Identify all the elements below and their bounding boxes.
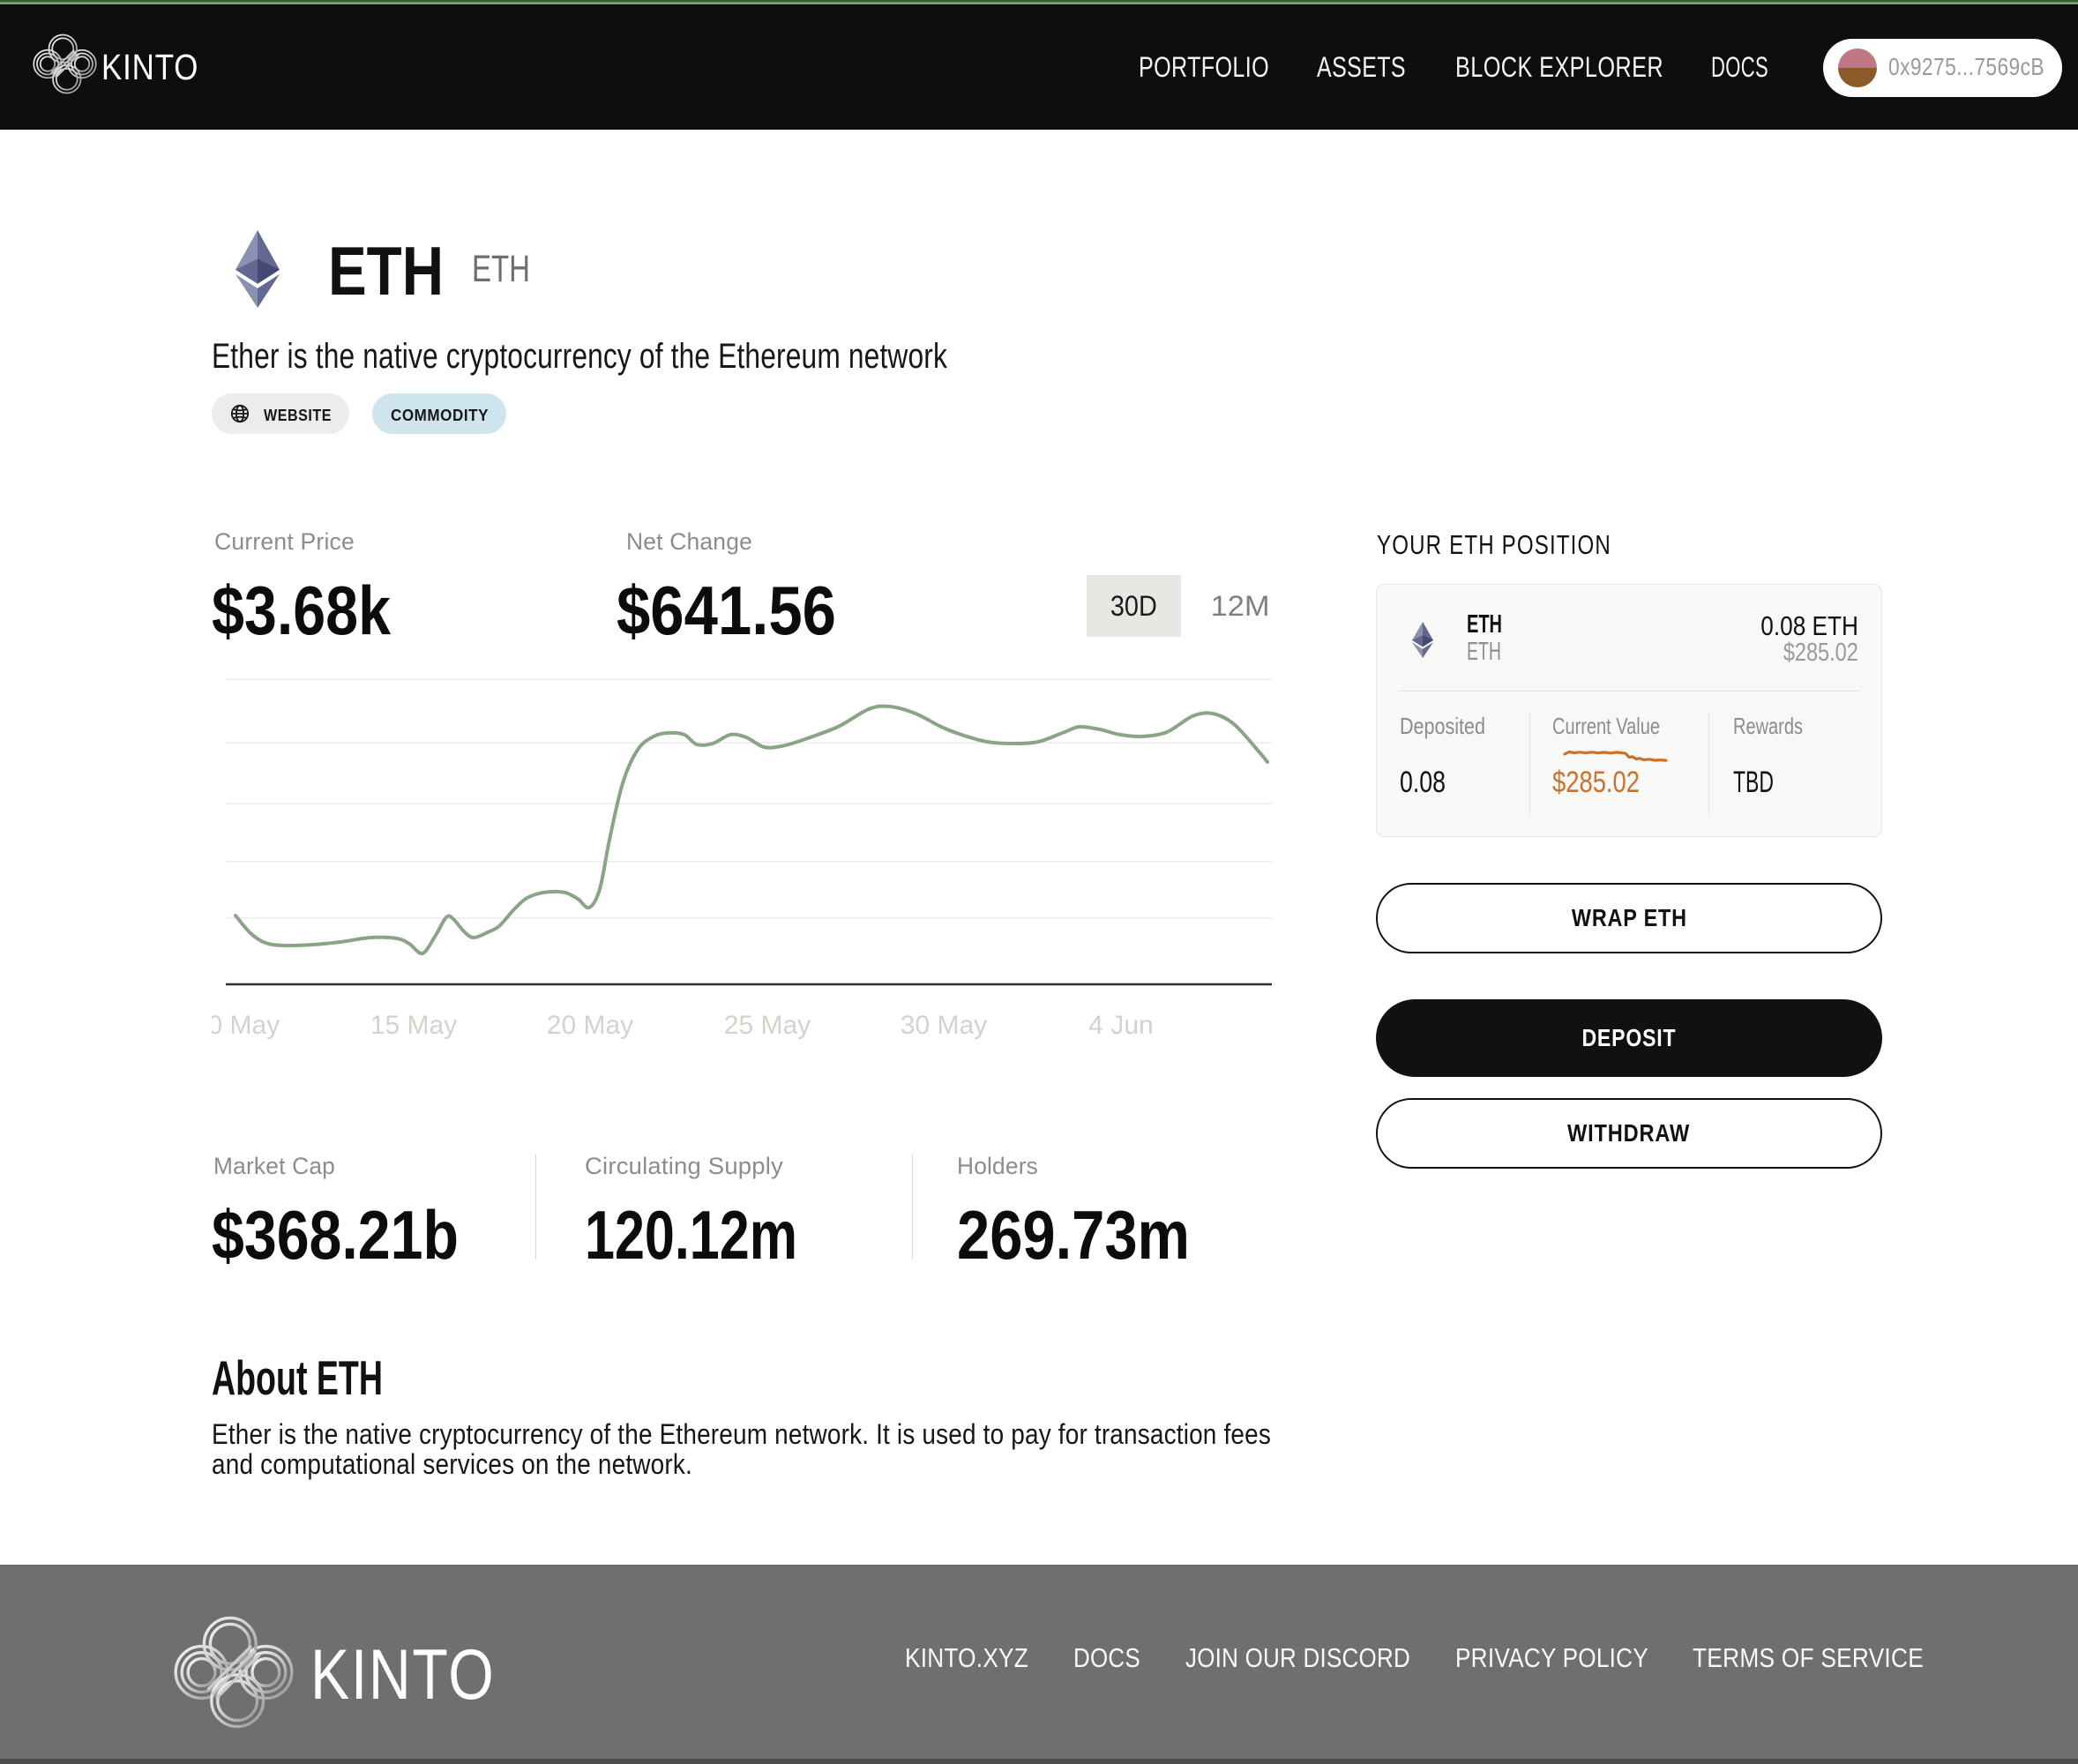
svg-text:10 May: 10 May [212,1011,280,1040]
svg-text:15 May: 15 May [370,1011,457,1040]
svg-text:30 May: 30 May [901,1011,987,1040]
svg-text:4 Jun: 4 Jun [1088,1011,1153,1040]
svg-text:20 May: 20 May [547,1011,633,1040]
svg-text:25 May: 25 May [724,1011,811,1040]
